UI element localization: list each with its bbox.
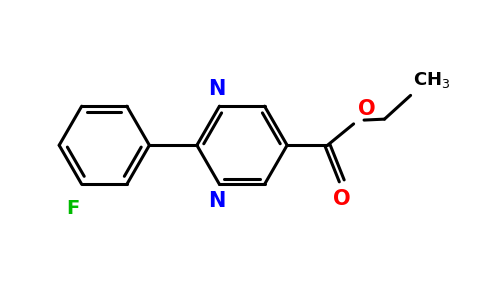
Text: F: F (66, 199, 80, 218)
Text: N: N (209, 79, 226, 99)
Text: N: N (209, 191, 226, 212)
Text: CH$_3$: CH$_3$ (413, 70, 451, 90)
Text: O: O (333, 189, 350, 209)
Text: O: O (358, 99, 376, 119)
